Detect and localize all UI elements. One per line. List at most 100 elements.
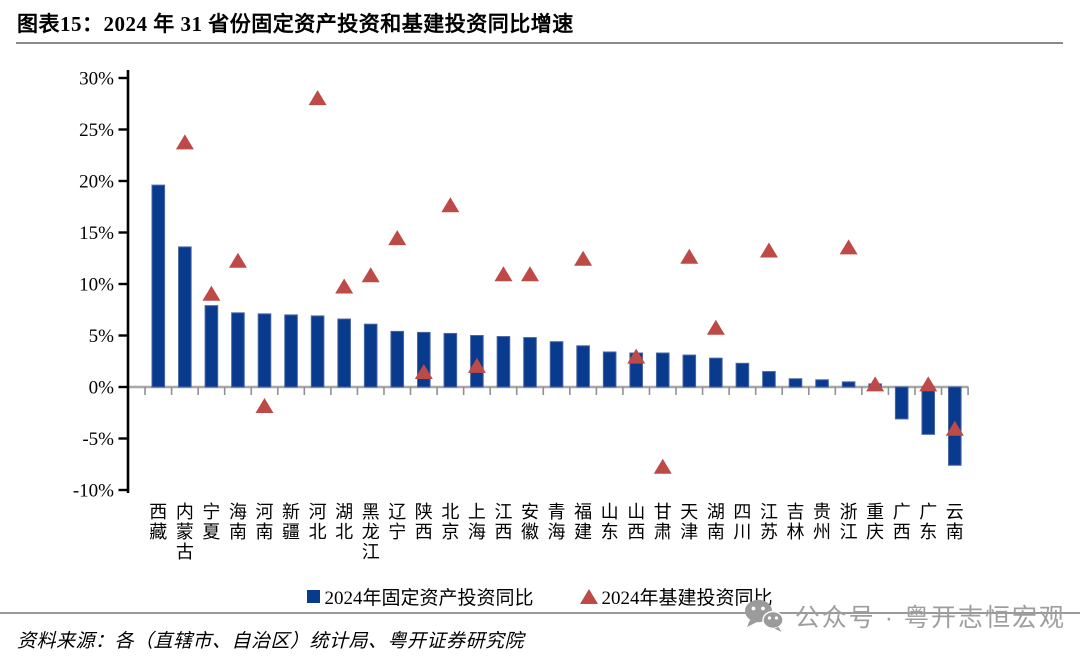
legend-label-infra: 2024年基建投资同比 xyxy=(601,588,773,609)
x-axis-label: 广东 xyxy=(919,502,937,542)
y-axis-tick-label: 10% xyxy=(79,275,114,296)
x-axis-label: 河南 xyxy=(256,502,274,542)
x-axis-label: 吉林 xyxy=(787,502,805,542)
infra-triangle xyxy=(574,250,593,266)
fai-bar xyxy=(549,341,564,388)
x-axis-label: 江苏 xyxy=(760,502,778,542)
legend-label-fai: 2024年固定资产投资同比 xyxy=(324,588,534,609)
fai-bar xyxy=(257,313,272,388)
x-axis-label: 青海 xyxy=(548,502,566,542)
infra-triangle xyxy=(866,376,885,392)
fai-bar xyxy=(523,337,537,388)
title-underline xyxy=(16,42,1063,44)
fai-bar xyxy=(284,314,298,388)
fai-bar xyxy=(204,305,219,388)
x-axis-label: 甘肃 xyxy=(654,502,672,542)
figure-title: 图表15：2024 年 31 省份固定资产投资和基建投资同比增速 xyxy=(17,12,574,36)
fai-bar xyxy=(841,381,856,388)
fai-bar xyxy=(735,362,750,388)
footer-divider xyxy=(0,612,1080,614)
x-axis-label: 安徽 xyxy=(521,502,539,542)
infra-triangle xyxy=(308,90,327,106)
infra-triangle xyxy=(414,364,433,380)
fai-bar xyxy=(602,351,617,388)
x-axis-label: 浙江 xyxy=(840,502,858,542)
infra-triangle xyxy=(653,458,672,474)
infra-triangle xyxy=(441,197,460,213)
x-axis-label: 湖南 xyxy=(707,502,725,542)
fai-bar xyxy=(363,323,378,388)
watermark: 公众号 · 粤开志恒宏观 xyxy=(743,598,1066,634)
source-note: 资料来源：各（直辖市、自治区）统计局、粤开证券研究院 xyxy=(17,631,525,652)
x-axis-label: 天津 xyxy=(680,502,698,542)
fai-bar xyxy=(443,332,458,388)
infra-triangle xyxy=(919,376,938,392)
fai-bar xyxy=(894,386,909,420)
bar-scatter-chart: 30% 25% 20% 15% 10% 5% 0% -5% -10% 西藏内蒙古宁夏海南河南新疆河… xyxy=(73,69,969,562)
wechat-icon xyxy=(744,599,784,632)
infra-triangle xyxy=(521,266,539,282)
y-axis-tick-label: -5% xyxy=(82,429,114,450)
fai-bar xyxy=(815,379,829,388)
infra-triangle xyxy=(467,357,486,373)
infra-triangle xyxy=(335,278,354,294)
x-axis-label: 重庆 xyxy=(866,502,884,542)
x-axis-label: 四川 xyxy=(733,502,751,542)
y-axis-tick-label: 20% xyxy=(79,172,114,193)
fai-bar xyxy=(337,318,351,388)
infra-triangle xyxy=(680,248,699,264)
x-axis-label: 黑龙江 xyxy=(362,502,380,562)
watermark-text: 公众号 · 粤开志恒宏观 xyxy=(794,604,1066,632)
fai-bar xyxy=(496,336,511,388)
x-axis-label: 上海 xyxy=(468,502,486,542)
x-axis-label: 云南 xyxy=(946,502,964,542)
infra-triangle xyxy=(839,239,858,255)
x-axis-label: 西藏 xyxy=(149,502,167,542)
x-axis-label: 陕西 xyxy=(415,502,433,542)
legend-item-infra: 2024年基建投资同比 xyxy=(579,583,773,610)
x-axis-label: 宁夏 xyxy=(202,502,220,542)
fai-bar xyxy=(655,352,670,388)
y-axis-tick-label: 25% xyxy=(79,120,114,141)
x-axis-label: 辽宁 xyxy=(388,502,406,542)
y-axis-tick-label: -10% xyxy=(73,481,114,502)
x-axis-label: 广西 xyxy=(893,502,911,542)
fai-bar xyxy=(921,386,936,435)
fai-bar xyxy=(310,315,325,388)
fai-bar xyxy=(151,184,166,388)
fai-bar xyxy=(788,378,803,388)
y-axis-tick-label: 0% xyxy=(89,378,115,399)
triangle-series-marker xyxy=(579,589,598,604)
infra-triangle xyxy=(255,398,274,414)
fai-bar xyxy=(709,357,723,388)
x-axis-label: 江西 xyxy=(494,502,512,542)
fai-bar xyxy=(682,354,697,388)
infra-triangle xyxy=(175,134,194,150)
infra-triangle xyxy=(945,420,964,436)
x-axis-label: 新疆 xyxy=(282,502,300,542)
x-axis-label: 北京 xyxy=(441,502,459,542)
infra-triangle xyxy=(627,348,646,364)
infra-triangle xyxy=(202,285,221,301)
fai-bar xyxy=(178,246,192,388)
x-axis-label: 山东 xyxy=(601,502,619,542)
infra-triangle xyxy=(361,267,380,283)
fai-bar xyxy=(390,330,405,388)
infra-triangle xyxy=(388,230,407,246)
y-axis-tick-label: 5% xyxy=(89,326,115,347)
x-axis-label: 海南 xyxy=(229,502,247,542)
infra-triangle xyxy=(706,319,725,335)
x-axis-label: 河北 xyxy=(309,502,327,542)
fai-bar xyxy=(762,371,776,388)
x-axis-label: 内蒙古 xyxy=(176,502,194,562)
x-axis-label: 福建 xyxy=(574,502,592,542)
infra-triangle xyxy=(759,242,778,258)
x-axis-label: 贵州 xyxy=(813,502,831,542)
y-axis-tick-label: 30% xyxy=(79,69,114,90)
legend: 2024年固定资产投资同比 2024年基建投资同比 xyxy=(0,583,1080,610)
infra-triangle xyxy=(228,252,247,268)
infra-triangle xyxy=(494,266,513,282)
legend-item-fai: 2024年固定资产投资同比 xyxy=(307,583,534,610)
y-axis-tick-label: 15% xyxy=(79,223,114,244)
